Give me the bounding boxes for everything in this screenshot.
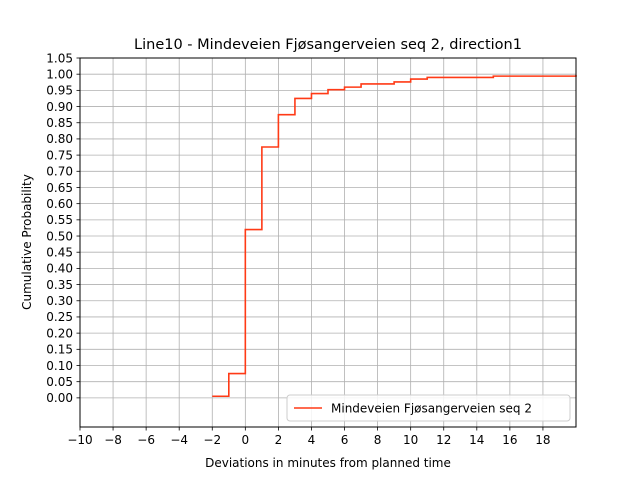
y-tick-label: 0.70 [46,165,73,179]
y-tick-label: 0.75 [46,148,73,162]
y-tick-label: 0.10 [46,359,73,373]
y-tick-label: 0.65 [46,181,73,195]
y-tick-label: 0.15 [46,343,73,357]
x-tick-label: 18 [535,433,550,447]
y-tick-label: 0.45 [46,246,73,260]
y-tick-label: 0.40 [46,262,73,276]
x-tick-label: 8 [374,433,382,447]
y-tick-label: 0.25 [46,310,73,324]
cdf-series-line [212,74,577,398]
y-tick-label: 0.95 [46,84,73,98]
y-tick-label: 0.85 [46,116,73,130]
x-axis: −10 −8 −6 −4 −2 0 2 4 6 8 10 12 14 16 18 [67,427,551,447]
y-tick-label: 0.30 [46,294,73,308]
legend: Mindeveien Fjøsangerveien seq 2 [286,394,571,422]
x-tick-label: 0 [242,433,250,447]
x-tick-label: 10 [403,433,418,447]
x-tick-label: 12 [436,433,451,447]
plot-frame [79,57,577,428]
x-axis-label: Deviations in minutes from planned time [205,456,451,470]
x-tick-label: −2 [203,433,221,447]
legend-box [286,394,571,422]
x-tick-label: 16 [502,433,517,447]
y-tick-label: 0.60 [46,197,73,211]
y-tick-label: 0.90 [46,100,73,114]
y-tick-label: 1.05 [46,51,73,65]
x-tick-label: 14 [469,433,484,447]
y-tick-label: 0.05 [46,375,73,389]
x-tick-label: 6 [341,433,349,447]
y-tick-label: 0.80 [46,132,73,146]
x-tick-label: −6 [137,433,155,447]
x-tick-label: −8 [104,433,122,447]
y-tick-label: 0.35 [46,278,73,292]
x-tick-label: −4 [170,433,188,447]
chart-title: Line10 - Mindeveien Fjøsangerveien seq 2… [134,37,522,53]
y-tick-label: 0.00 [46,391,73,405]
y-tick-label: 0.20 [46,326,73,340]
y-tick-label: 1.00 [46,67,73,81]
x-tick-label: 4 [308,433,316,447]
grid-lines [79,57,576,427]
y-axis: 0.00 0.05 0.10 0.15 0.20 0.25 0.30 0.35 0.40 0.45… [46,51,80,405]
legend-label: Mindeveien Fjøsangerveien seq 2 [331,402,532,416]
y-tick-label: 0.50 [46,229,73,243]
y-axis-label: Cumulative Probability [20,174,34,310]
y-tick-label: 0.55 [46,213,73,227]
x-tick-label: 2 [275,433,283,447]
x-tick-label: −10 [67,433,92,447]
plot-area [212,74,577,398]
